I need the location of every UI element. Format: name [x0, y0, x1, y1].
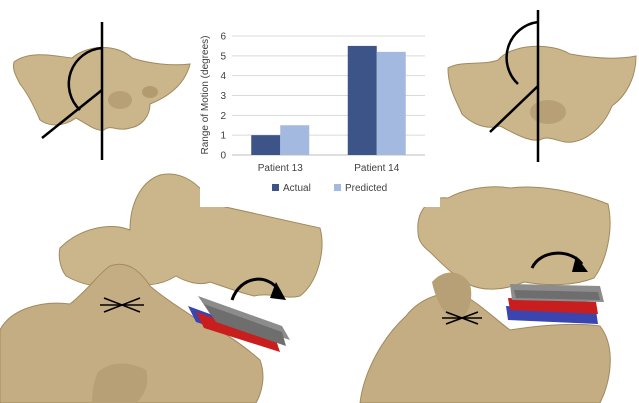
vertebra-body-shape	[448, 46, 636, 142]
x-tick-label: Patient 14	[354, 163, 399, 174]
legend-label: Predicted	[345, 183, 387, 194]
y-tick-label: 3	[220, 91, 226, 102]
bar-actual-patient-14	[348, 46, 377, 155]
legend-label: Actual	[283, 183, 311, 194]
vertebra-process	[142, 86, 158, 98]
bar-predicted-patient-14	[377, 52, 406, 155]
y-tick-label: 2	[220, 111, 226, 122]
legend-swatch	[272, 184, 279, 191]
disc-implant	[506, 284, 604, 324]
y-tick-label: 6	[220, 32, 226, 43]
x-tick-label: Patient 13	[258, 163, 303, 174]
vertebra-axial-right	[448, 10, 636, 162]
spine-sagittal-right	[360, 187, 610, 403]
vertebra-foramen	[108, 91, 132, 109]
legend-swatch	[334, 184, 341, 191]
vertebra-foramen	[530, 100, 566, 124]
vertebra-axial-left	[13, 22, 190, 160]
spine-sagittal-left	[0, 174, 322, 403]
bar-predicted-patient-13	[280, 125, 309, 155]
y-tick-label: 5	[220, 51, 226, 62]
y-tick-label: 4	[220, 71, 226, 82]
bar-actual-patient-13	[251, 135, 280, 155]
y-tick-label: 1	[220, 131, 226, 142]
y-axis-label: Range of Motion (degrees)	[200, 36, 211, 155]
y-tick-label: 0	[220, 151, 226, 162]
